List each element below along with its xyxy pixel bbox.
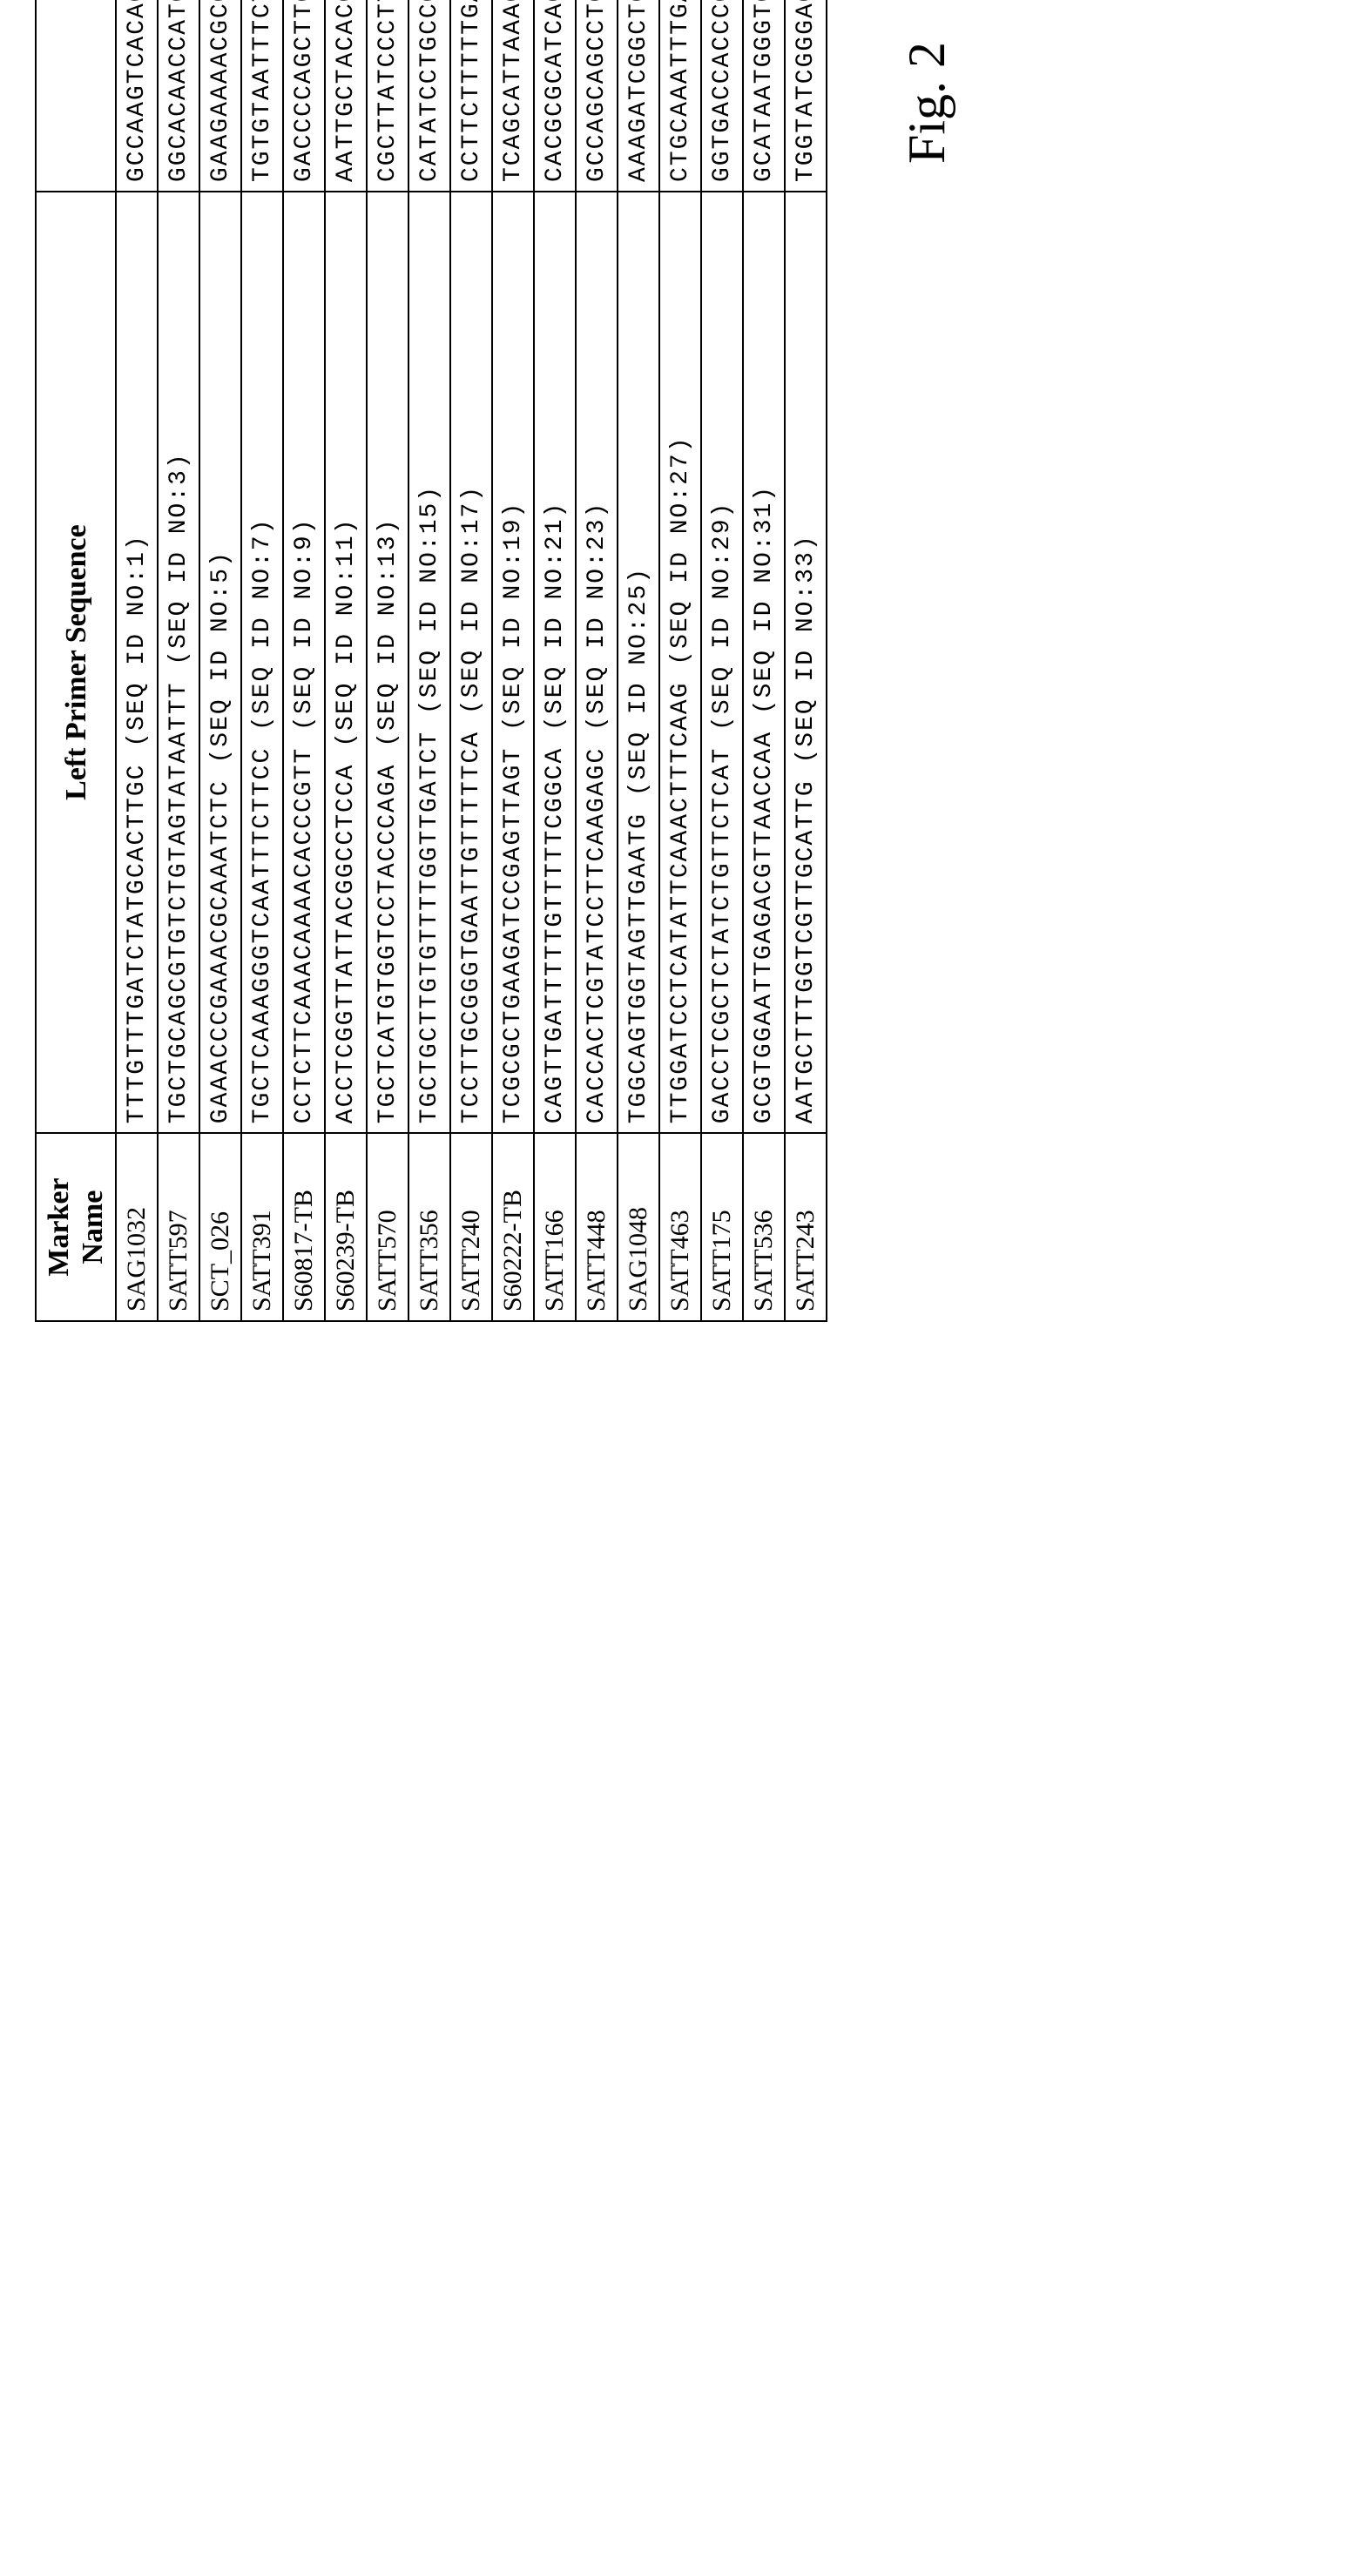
right-primer-cell: TGTGTAATTTCTATCACCTTATTGTGCC (SEQ ID NO:… <box>241 0 283 192</box>
right-primer-cell: GGCACAACCATCACCACCTTATT (SEQ ID NO:4) <box>158 0 199 192</box>
table-row: SATT448CACCACTCGTATCCTTCAAGAGC (SEQ ID N… <box>576 0 618 1321</box>
col-left-header: Left Primer Sequence <box>36 192 116 1133</box>
left-primer-cell: CAGTTGATTTTTGTTTTTCGGCA (SEQ ID NO:21) <box>534 192 576 1133</box>
table-row: SATT391TGCTCAAAGGGTCAATTTCTTCC (SEQ ID N… <box>241 0 283 1321</box>
marker-cell: SATT448 <box>576 1133 618 1321</box>
left-primer-cell: CACCACTCGTATCCTTCAAGAGC (SEQ ID NO:23) <box>576 192 618 1133</box>
left-primer-cell: GCGTGGAATTGAGACGTTAACCAA (SEQ ID NO:31) <box>743 192 785 1133</box>
right-primer-cell: GACCCCAGCTTCTCACTTCCTCA (SEQ ID NO:10) <box>283 0 325 192</box>
right-primer-cell: GAAGAAAACGCCGAATAACCCCA (SEQ ID NO:6) <box>199 0 241 192</box>
marker-cell: SATT166 <box>534 1133 576 1321</box>
left-primer-cell: TGCTGCAGCGTGTCTGTAGTATAATTT (SEQ ID NO:3… <box>158 192 199 1133</box>
right-primer-cell: TCAGCATTAAACCATTAAAGCAAAA (SEQ ID NO:20) <box>492 0 534 192</box>
table-row: S60817-TBCCTCTTCAAACAAAACACCCGTT (SEQ ID… <box>283 0 325 1321</box>
right-primer-cell: CTGCAAATTTGATGCACATTGTGTCTA (SEQ ID NO:2… <box>659 0 701 192</box>
left-primer-cell: TCGCGCTGAAGATCCGAGTTAGT (SEQ ID NO:19) <box>492 192 534 1133</box>
marker-cell: SATT463 <box>659 1133 701 1321</box>
marker-cell: S60239-TB <box>325 1133 367 1321</box>
left-primer-cell: TGGCAGTGGTAGTTGAATG (SEQ ID NO:25) <box>618 192 659 1133</box>
marker-cell: SATT175 <box>701 1133 743 1321</box>
left-primer-cell: TTTGTTTGATCTATGCACTTGC (SEQ ID NO:1) <box>116 192 158 1133</box>
marker-cell: SATT536 <box>743 1133 785 1321</box>
table-row: SAG1048TGGCAGTGGTAGTTGAATG (SEQ ID NO:25… <box>618 0 659 1321</box>
right-primer-cell: CGCTTATCCCTTTGTATTTTCTTTTGC (SEQ ID NO:1… <box>367 0 408 192</box>
right-primer-cell: TGGTATCGGGAGATTTTTTTCAGC (SEQ ID NO:34) <box>785 0 827 192</box>
table-row: SATT463TTGGATCCTCATATTCAAACTTTCAAG (SEQ … <box>659 0 701 1321</box>
left-primer-cell: TGCTCATGTGGTCCTACCCAGA (SEQ ID NO:13) <box>367 192 408 1133</box>
col-marker-header: MarkerName <box>36 1133 116 1321</box>
marker-cell: SATT597 <box>158 1133 199 1321</box>
marker-cell: SAG1032 <box>116 1133 158 1321</box>
col-right-header: Right Primer Sequence <box>36 0 116 192</box>
marker-cell: SATT356 <box>408 1133 450 1321</box>
left-primer-cell: GACCTCGCTCTATCTGTTCTCAT (SEQ ID NO:29) <box>701 192 743 1133</box>
marker-cell: SATT240 <box>450 1133 492 1321</box>
table-row: SATT570TGCTCATGTGGTCCTACCCAGA (SEQ ID NO… <box>367 0 408 1321</box>
left-primer-cell: TTGGATCCTCATATTCAAACTTTCAAG (SEQ ID NO:2… <box>659 192 701 1133</box>
table-row: S60239-TBACCTCGGTTATTACGGCCTCCA (SEQ ID … <box>325 0 367 1321</box>
table-row: SATT243AATGCTTTGGTCGTTGCATTG (SEQ ID NO:… <box>785 0 827 1321</box>
table-row: SATT597TGCTGCAGCGTGTCTGTAGTATAATTT (SEQ … <box>158 0 199 1321</box>
table-row: SATT536GCGTGGAATTGAGACGTTAACCAA (SEQ ID … <box>743 0 785 1321</box>
table-row: SATT175GACCTCGCTCTATCTGTTCTCAT (SEQ ID N… <box>701 0 743 1321</box>
marker-cell: SATT391 <box>241 1133 283 1321</box>
left-primer-cell: TGCTCAAAGGGTCAATTTCTTCC (SEQ ID NO:7) <box>241 192 283 1133</box>
right-primer-cell: GCCAGCAGCCTGTTTCAGTTTTT (SEQ ID NO:24) <box>576 0 618 192</box>
left-primer-cell: GAAACCCGAAACGCAAATCTC (SEQ ID NO:5) <box>199 192 241 1133</box>
primer-table: MarkerName Left Primer Sequence Right Pr… <box>35 0 827 1322</box>
left-primer-cell: TCCTTGCGGGTGAATTGTTTTTCA (SEQ ID NO:17) <box>450 192 492 1133</box>
table-row: SATT356TGCTGCTTGTGTTTTGGTTGATCT (SEQ ID … <box>408 0 450 1321</box>
right-primer-cell: GCCAAGTCACACACACCAAG (SEQ ID NO:2) <box>116 0 158 192</box>
right-primer-cell: AAAGATCGGCTGACTTTGTTTACA (SEQ ID NO:26) <box>618 0 659 192</box>
table-row: SATT240TCCTTGCGGGTGAATTGTTTTTCA (SEQ ID … <box>450 0 492 1321</box>
right-primer-cell: GGTGACCACCCCTATTCCTTAT (SEQ ID NO:30) <box>701 0 743 192</box>
left-primer-cell: ACCTCGGTTATTACGGCCTCCA (SEQ ID NO:11) <box>325 192 367 1133</box>
left-primer-cell: AATGCTTTGGTCGTTGCATTG (SEQ ID NO:33) <box>785 192 827 1133</box>
marker-cell: SCT_026 <box>199 1133 241 1321</box>
col-marker-header-word1: Marker <box>42 1143 76 1312</box>
table-row: SAG1032TTTGTTTGATCTATGCACTTGC (SEQ ID NO… <box>116 0 158 1321</box>
figure-caption: Fig. 2 <box>897 0 957 1322</box>
table-row: SATT166CAGTTGATTTTTGTTTTTCGGCA (SEQ ID N… <box>534 0 576 1321</box>
col-marker-header-word2: Name <box>76 1143 110 1312</box>
marker-cell: S60222-TB <box>492 1133 534 1321</box>
header-row: MarkerName Left Primer Sequence Right Pr… <box>36 0 116 1321</box>
marker-cell: SAG1048 <box>618 1133 659 1321</box>
table-row: SCT_026GAAACCCGAAACGCAAATCTC (SEQ ID NO:… <box>199 0 241 1321</box>
right-primer-cell: AATTGCTACACCACCACACCAA (SEQ ID NO:12) <box>325 0 367 192</box>
left-primer-cell: CCTCTTCAAACAAAACACCCGTT (SEQ ID NO:9) <box>283 192 325 1133</box>
right-primer-cell: CCTTCTTTTTGACCATGGGCCTTA (SEQ ID NO:18) <box>450 0 492 192</box>
marker-cell: SATT570 <box>367 1133 408 1321</box>
marker-cell: S60817-TB <box>283 1133 325 1321</box>
right-primer-cell: CACGCGCATCAGCTTTGTAGAG (SEQ ID NO:22) <box>534 0 576 192</box>
right-primer-cell: GCATAATGGGTCTAATAAAAGTGGAGACC (SEQ ID NO… <box>743 0 785 192</box>
left-primer-cell: TGCTGCTTGTGTTTTGGTTGATCT (SEQ ID NO:15) <box>408 192 450 1133</box>
marker-cell: SATT243 <box>785 1133 827 1321</box>
right-primer-cell: CATATCCTGCCCCCCAATTAT (SEQ ID NO:16) <box>408 0 450 192</box>
table-row: S60222-TBTCGCGCTGAAGATCCGAGTTAGT (SEQ ID… <box>492 0 534 1321</box>
